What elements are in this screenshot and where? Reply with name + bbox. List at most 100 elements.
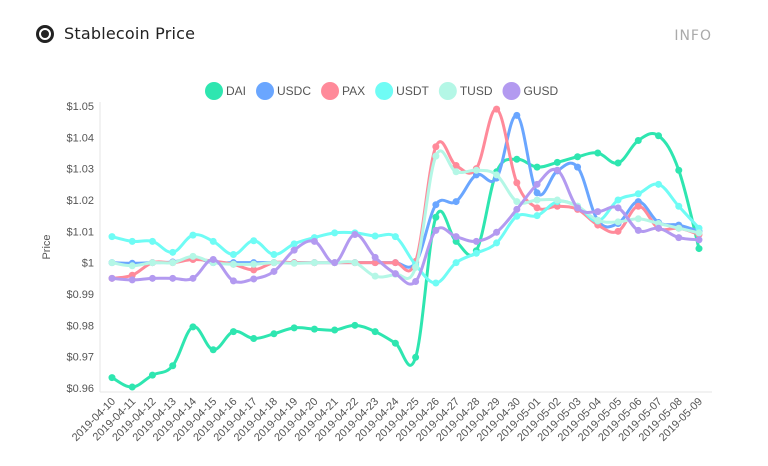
data-point	[472, 249, 480, 257]
data-point	[695, 236, 703, 244]
data-point	[574, 153, 582, 161]
data-point	[229, 251, 237, 259]
legend-swatch	[321, 82, 340, 100]
series-gusd	[108, 166, 703, 286]
data-point	[634, 190, 642, 198]
data-point	[169, 248, 177, 256]
legend-item-gusd[interactable]: GUSD	[502, 82, 559, 100]
legend-swatch	[438, 82, 457, 100]
legend-item-tusd[interactable]: TUSD	[438, 82, 493, 100]
data-point	[614, 196, 622, 204]
legend-label: TUSD	[460, 84, 493, 98]
data-point	[412, 263, 420, 271]
data-point	[452, 168, 460, 176]
data-point	[493, 171, 501, 179]
data-point	[189, 231, 197, 239]
data-point	[452, 162, 460, 170]
legend-label: USDC	[277, 84, 311, 98]
data-point	[675, 202, 683, 210]
series-dai	[108, 132, 703, 391]
data-point	[614, 159, 622, 167]
data-point	[513, 205, 521, 213]
legend-item-usdc[interactable]: USDC	[256, 82, 311, 100]
data-point	[533, 163, 541, 171]
info-button[interactable]: INFO	[674, 28, 712, 44]
data-point	[250, 275, 258, 283]
data-point	[594, 216, 602, 224]
legend-label: DAI	[226, 84, 246, 98]
y-tick-label: $1	[82, 258, 94, 270]
data-point	[432, 279, 440, 287]
data-point	[634, 202, 642, 210]
data-point	[229, 277, 237, 285]
data-point	[432, 201, 440, 209]
data-point	[148, 371, 156, 379]
series-pax	[108, 105, 703, 282]
data-point	[209, 256, 217, 264]
data-point	[655, 132, 663, 140]
data-point	[513, 111, 521, 119]
y-tick-label: $1.05	[66, 101, 94, 113]
data-point	[391, 339, 399, 347]
data-point	[634, 215, 642, 223]
data-point	[634, 136, 642, 144]
data-point	[533, 180, 541, 188]
data-point	[432, 143, 440, 151]
data-point	[655, 180, 663, 188]
legend-item-usdt[interactable]: USDT	[375, 82, 429, 100]
data-point	[310, 325, 318, 333]
data-point	[148, 259, 156, 267]
data-point	[391, 270, 399, 278]
data-point	[614, 218, 622, 226]
data-point	[209, 346, 217, 354]
data-point	[533, 204, 541, 212]
data-point	[695, 245, 703, 253]
legend-item-dai[interactable]: DAI	[205, 82, 246, 100]
data-point	[553, 158, 561, 166]
data-point	[128, 383, 136, 391]
data-point	[270, 267, 278, 275]
data-point	[675, 234, 683, 242]
legend-label: USDT	[396, 84, 429, 98]
data-point	[371, 272, 379, 280]
data-point	[209, 237, 217, 245]
data-point	[189, 323, 197, 331]
data-point	[574, 163, 582, 171]
data-point	[594, 149, 602, 157]
data-point	[533, 212, 541, 220]
data-point	[108, 374, 116, 382]
data-point	[472, 237, 480, 245]
data-point	[189, 274, 197, 282]
y-tick-label: $1.04	[66, 132, 94, 144]
data-point	[169, 274, 177, 282]
data-point	[351, 321, 359, 329]
y-tick-label: $1.02	[66, 195, 94, 207]
y-axis-label: Price	[41, 234, 53, 259]
data-point	[493, 228, 501, 236]
y-tick-label: $0.99	[66, 289, 94, 301]
data-point	[655, 224, 663, 232]
legend-item-pax[interactable]: PAX	[321, 82, 365, 100]
data-point	[371, 328, 379, 336]
data-point	[270, 251, 278, 259]
y-tick-label: $0.97	[66, 352, 94, 364]
data-point	[675, 224, 683, 232]
data-point	[250, 334, 258, 342]
data-point	[169, 259, 177, 267]
data-point	[128, 237, 136, 245]
data-point	[553, 166, 561, 174]
data-point	[290, 240, 298, 248]
y-tick-label: $1.01	[66, 226, 94, 238]
data-point	[432, 226, 440, 234]
data-point	[250, 237, 258, 245]
legend-swatch	[256, 82, 275, 100]
data-point	[472, 166, 480, 174]
legend-swatch	[205, 82, 223, 100]
data-point	[553, 196, 561, 204]
data-point	[391, 233, 399, 241]
data-point	[634, 226, 642, 234]
data-point	[128, 276, 136, 284]
data-point	[148, 237, 156, 245]
series-line	[111, 113, 700, 269]
